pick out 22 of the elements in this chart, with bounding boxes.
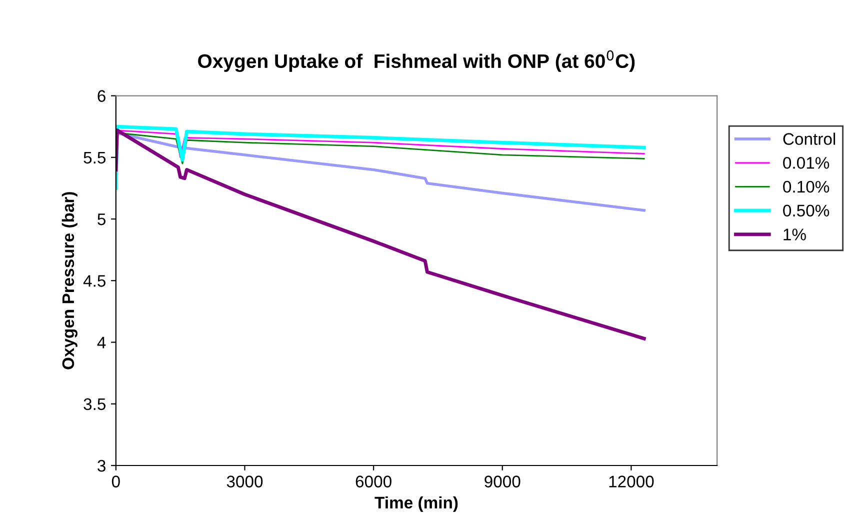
x-tick-label: 6000: [356, 476, 392, 488]
y-tick-label: 3: [98, 460, 106, 472]
chart-title: Oxygen Uptake of Fishmeal with ONP (at 60$^{0}$C): [198, 50, 635, 72]
y-tick-label: 4: [97, 336, 106, 348]
y-tick-label: 5: [98, 214, 106, 226]
legend-label: Control: [783, 132, 836, 145]
line-series: [116, 124, 646, 190]
x-axis-title: Time (min): [374, 496, 458, 512]
legend-label: 0.01%: [783, 156, 830, 169]
y-tick-label: 6: [98, 90, 106, 102]
line-series: [116, 128, 646, 340]
y-axis-title: Oxygen Pressure (bar): [62, 192, 78, 370]
x-tick-label: 9000: [484, 476, 520, 488]
y-tick-label: 3.5: [84, 398, 106, 410]
legend-label: 1%: [784, 228, 806, 240]
x-tick-label: 0: [112, 476, 120, 488]
legend-label: 0.10%: [783, 180, 830, 193]
y-tick-label: 4.5: [83, 275, 106, 287]
x-tick-label: 3000: [226, 476, 263, 488]
x-tick-label: 12000: [609, 476, 654, 488]
y-tick-label: 5.5: [84, 152, 106, 164]
legend-label: 0.50%: [783, 204, 830, 217]
